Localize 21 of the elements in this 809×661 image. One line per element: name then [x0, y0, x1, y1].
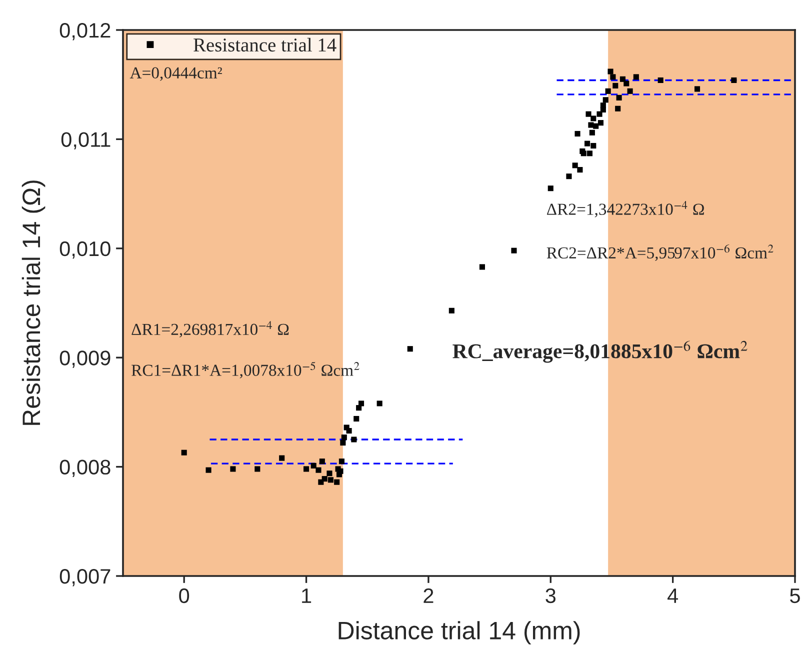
legend-label: Resistance trial 14 — [194, 38, 336, 52]
annotation: RC1=ΔR1*A=1,0078x10$^{−5}$ Ωcm$^{2}$ — [132, 362, 360, 378]
x-tick-label: 3 — [546, 588, 556, 604]
y-axis-title: Resistance trial 14 (Ω) — [22, 180, 46, 425]
x-tick-label: 1 — [302, 588, 312, 603]
annotation: A=0,0444cm² — [130, 67, 222, 81]
y-tick-label: 0,011 — [61, 132, 110, 150]
x-tick-label: 2 — [424, 588, 434, 603]
annotation: RC2=ΔR2*A=5,9597x10$^{−6}$ Ωcm$^{2}$ — [546, 244, 774, 261]
x-axis-title: Distance trial 14 (mm) — [338, 621, 580, 644]
y-tick-label: 0,009 — [60, 350, 110, 368]
annotation: RC_average=8,01885x10$^{−6}$ Ωcm$^{2}$ — [452, 340, 748, 363]
x-tick-label: 5 — [790, 588, 800, 604]
y-tick-label: 0,010 — [60, 241, 110, 259]
x-tick-label: 0 — [179, 588, 190, 604]
y-tick-label: 0,012 — [60, 23, 110, 40]
y-tick-label: 0,008 — [60, 460, 110, 478]
y-tick-label: 0,007 — [60, 569, 110, 586]
annotation: ΔR2=1,342273x10$^{−4}$ Ω — [546, 200, 704, 218]
x-tick-label: 4 — [668, 588, 678, 603]
annotation: ΔR1=2,269817x10$^{−4}$ Ω — [132, 321, 289, 338]
